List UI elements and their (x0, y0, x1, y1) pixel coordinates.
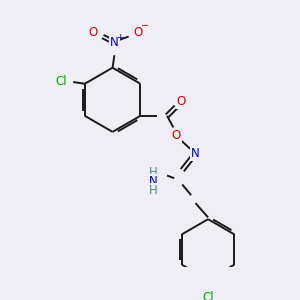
Text: −: − (141, 21, 149, 31)
Text: Cl: Cl (56, 76, 68, 88)
Text: O: O (171, 129, 181, 142)
Text: O: O (88, 26, 98, 39)
Text: H: H (148, 167, 157, 179)
Text: N: N (148, 175, 157, 188)
Text: +: + (116, 33, 124, 42)
Text: O: O (133, 26, 142, 39)
Text: N: N (191, 147, 200, 160)
Text: O: O (177, 95, 186, 108)
Text: Cl: Cl (202, 291, 214, 300)
Text: H: H (148, 184, 157, 197)
Text: N: N (110, 36, 119, 49)
